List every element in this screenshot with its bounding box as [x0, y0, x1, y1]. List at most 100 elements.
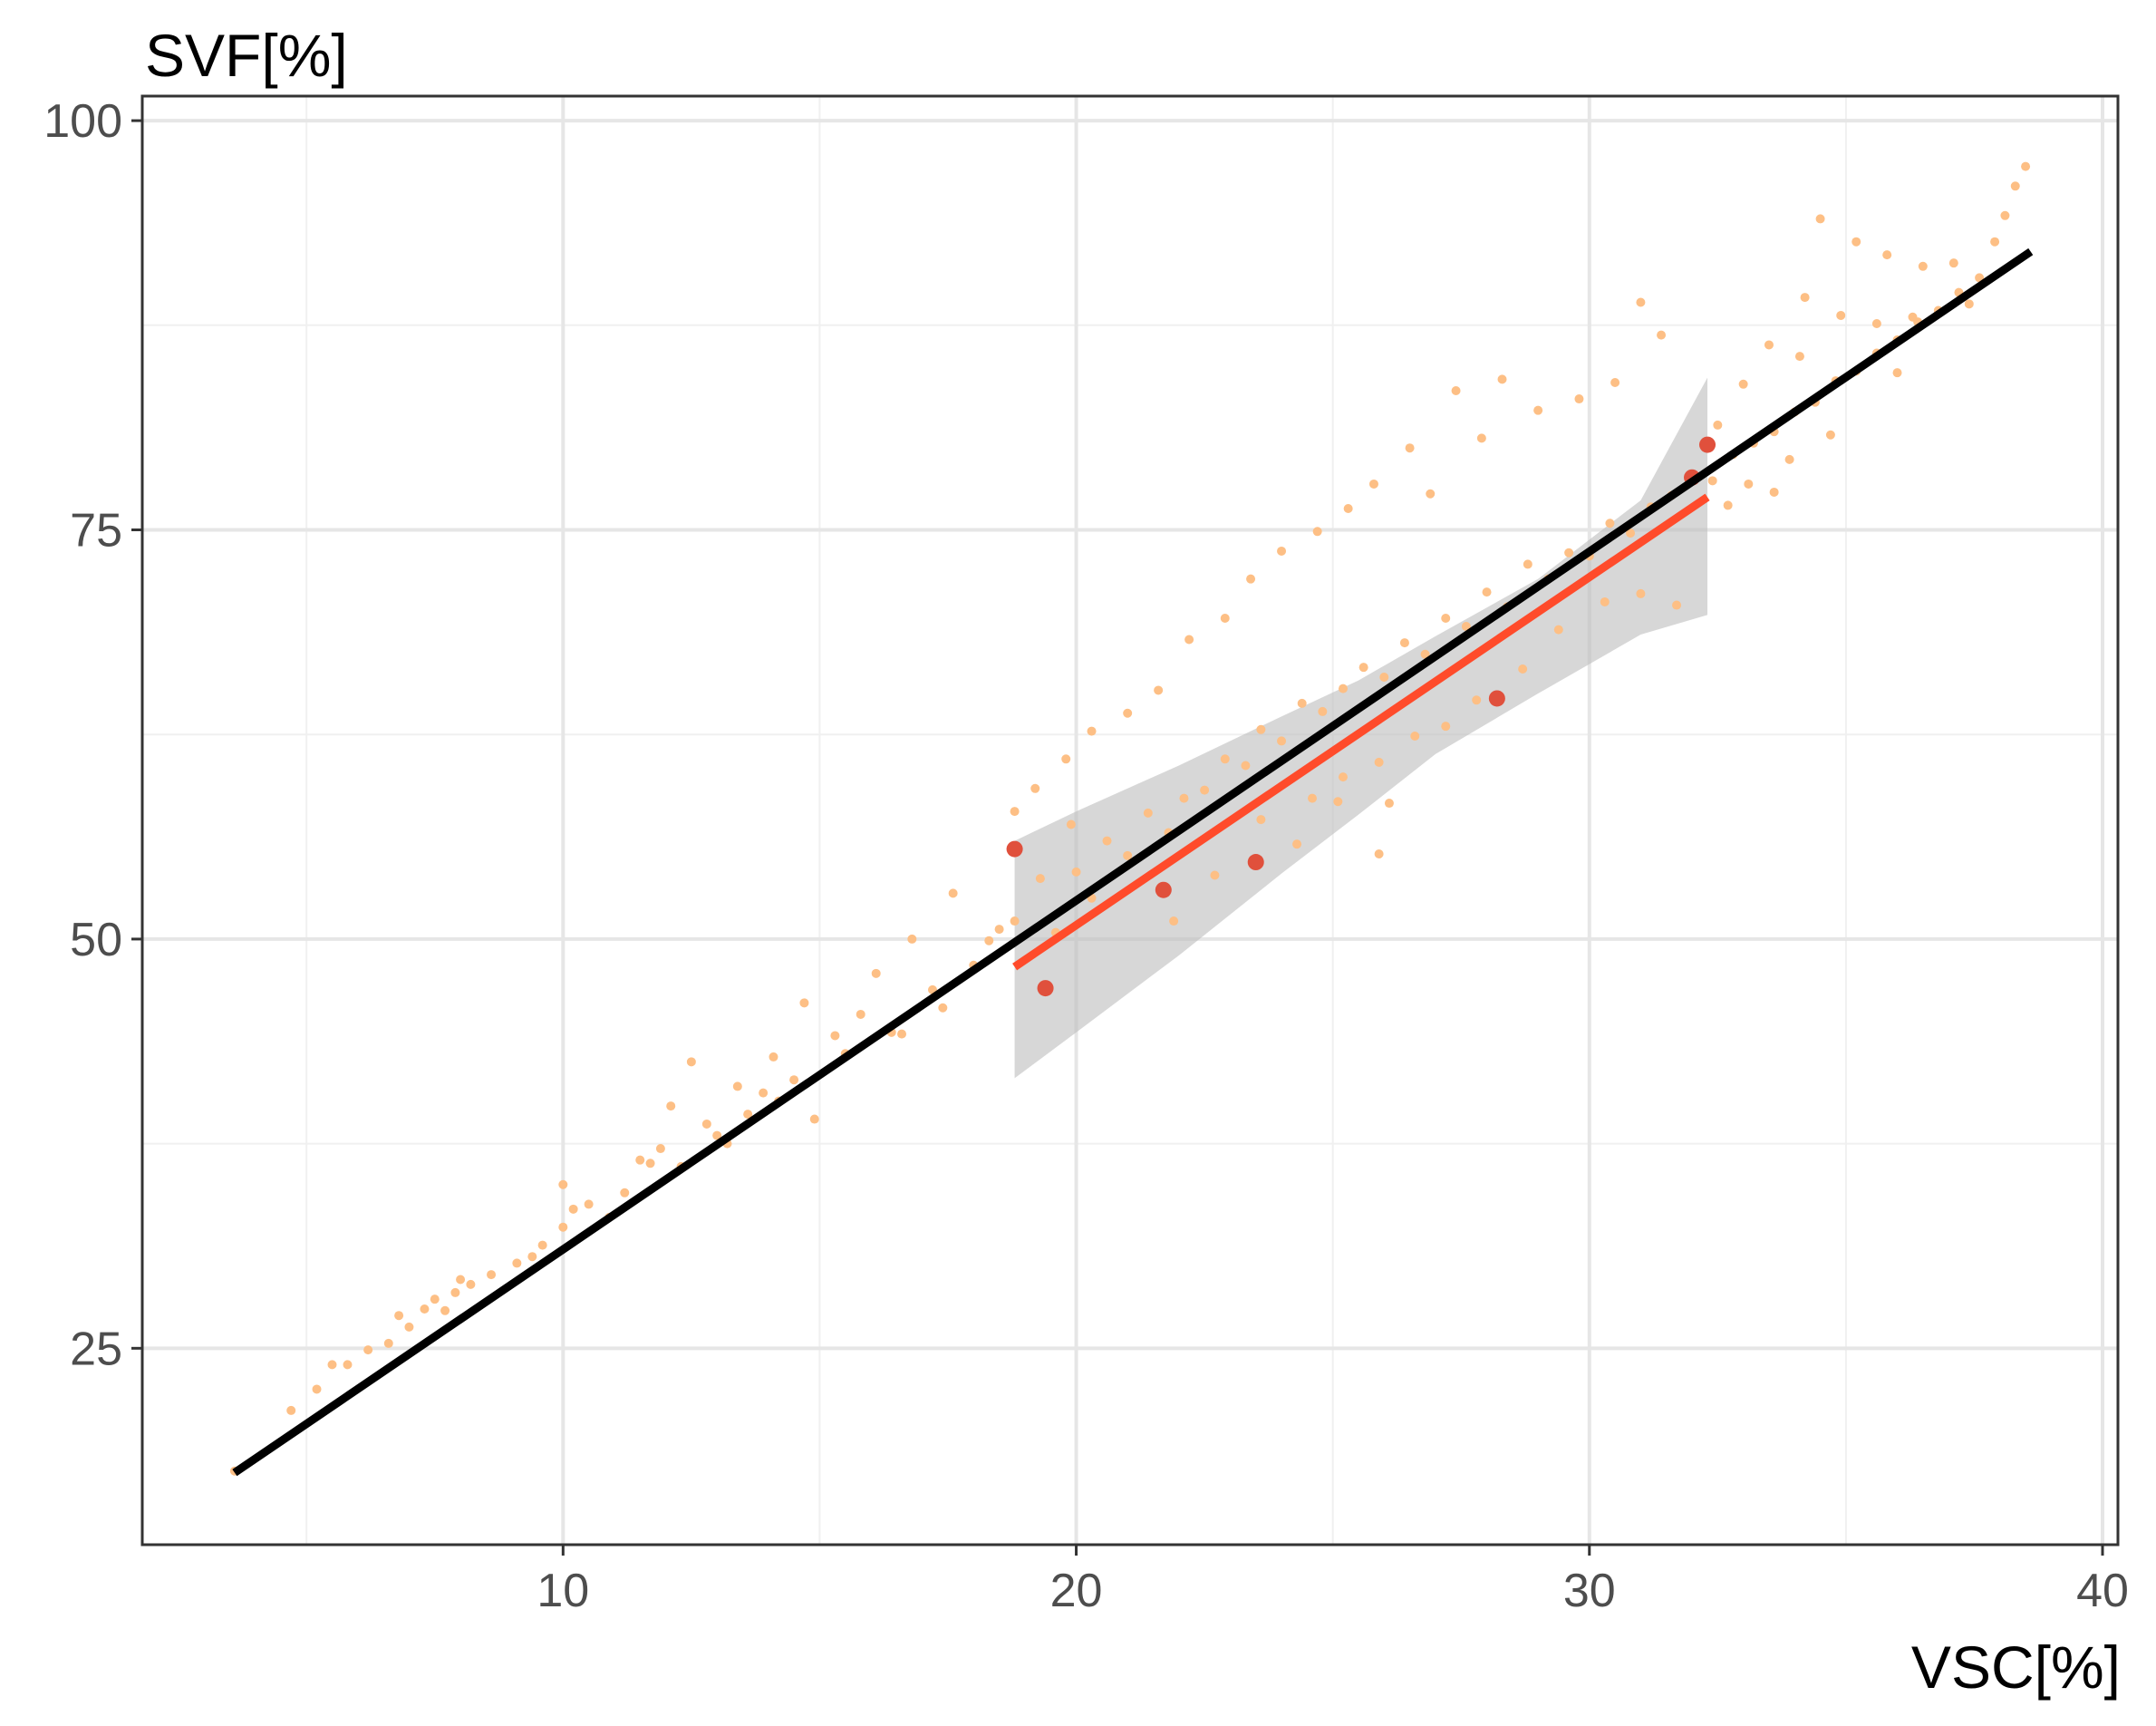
simulated-point: [327, 1360, 337, 1370]
simulated-point: [404, 1322, 414, 1332]
simulated-point: [1610, 377, 1620, 387]
simulated-point: [1871, 318, 1881, 328]
simulated-point: [799, 998, 809, 1008]
simulated-point: [1256, 815, 1266, 825]
simulated-point: [1605, 519, 1615, 528]
simulated-point: [1010, 916, 1020, 926]
simulated-point: [686, 1057, 696, 1067]
simulated-point: [512, 1258, 522, 1268]
simulated-point: [809, 1114, 819, 1124]
simulated-point: [1220, 614, 1230, 624]
simulated-point: [1297, 698, 1307, 708]
simulated-point: [1948, 258, 1958, 268]
simulated-point: [620, 1188, 630, 1198]
simulated-point: [1990, 237, 2000, 247]
simulated-point: [1312, 527, 1322, 537]
simulated-point: [1061, 754, 1071, 764]
simulated-point: [1169, 916, 1179, 926]
simulated-point: [1179, 793, 1189, 803]
simulated-point: [1384, 799, 1394, 809]
simulated-point: [2010, 181, 2020, 191]
simulated-point: [1420, 649, 1430, 659]
simulated-point: [1472, 695, 1482, 705]
simulated-point: [2021, 161, 2031, 171]
simulated-point: [759, 1088, 769, 1098]
overall-fit-line: [232, 247, 2034, 1477]
simulated-point: [1035, 874, 1045, 884]
simulated-point: [1030, 783, 1040, 793]
simulated-point: [655, 1144, 665, 1154]
measured-point: [1155, 881, 1172, 898]
grid-lines: [142, 96, 2118, 1545]
simulated-point: [1851, 237, 1861, 247]
measured-fit-line: [1012, 493, 1710, 971]
simulated-point: [856, 1009, 865, 1019]
simulated-point: [1764, 340, 1774, 350]
x-axis-title: VSC[%]: [1911, 1634, 2121, 1701]
simulated-point: [286, 1405, 296, 1415]
simulated-point: [1292, 839, 1302, 849]
simulated-point: [1368, 479, 1378, 489]
simulated-point: [537, 1240, 547, 1250]
measured-point: [1037, 980, 1054, 997]
simulated-point: [1374, 757, 1384, 767]
simulated-point: [1123, 850, 1133, 860]
simulated-point: [666, 1101, 676, 1111]
simulated-point: [1200, 785, 1210, 795]
simulated-point: [1908, 312, 1918, 322]
axis-ticks: 10 20 30 40 25 50 75 100: [44, 95, 2129, 1617]
simulated-point: [383, 1338, 393, 1348]
simulated-point: [1815, 214, 1825, 224]
simulated-point: [830, 1031, 840, 1041]
simulated-point: [994, 925, 1004, 935]
simulated-point: [1574, 394, 1584, 404]
simulated-point: [343, 1360, 353, 1370]
simulated-point: [743, 1110, 753, 1120]
y-tick-label: 100: [44, 95, 122, 148]
simulated-point: [769, 1052, 778, 1062]
simulated-point: [1707, 476, 1717, 486]
simulated-point: [1713, 420, 1723, 430]
simulated-point: [789, 1075, 799, 1085]
simulated-point: [1379, 673, 1389, 683]
simulated-point: [1277, 736, 1287, 746]
scatter-points-layer: [229, 161, 2031, 1476]
measured-point: [1247, 854, 1264, 871]
simulated-point: [558, 1179, 568, 1189]
x-tick-label: 20: [1050, 1565, 1103, 1617]
simulated-point: [635, 1155, 645, 1165]
simulated-point: [1964, 299, 1974, 309]
simulated-point: [732, 1081, 742, 1091]
simulated-point: [1441, 722, 1451, 732]
simulated-point: [701, 1119, 711, 1129]
simulated-point: [1154, 685, 1164, 695]
simulated-point: [584, 1199, 594, 1209]
simulated-point: [1918, 261, 1928, 271]
simulated-point: [1220, 754, 1230, 764]
simulated-point: [1794, 352, 1804, 362]
simulated-point: [568, 1204, 578, 1214]
x-tick-label: 40: [2076, 1565, 2129, 1617]
simulated-point: [1338, 772, 1348, 782]
x-tick-label: 10: [537, 1565, 589, 1617]
simulated-point: [1553, 625, 1563, 635]
simulated-point: [1102, 836, 1112, 846]
simulated-point: [1123, 708, 1133, 718]
y-tick-label: 75: [70, 504, 122, 557]
simulated-point: [1626, 528, 1636, 538]
y-tick-label: 50: [70, 914, 122, 966]
simulated-point: [1892, 368, 1902, 378]
simulated-point: [1374, 849, 1384, 859]
simulated-point: [1784, 454, 1794, 464]
simulated-point: [1564, 548, 1574, 558]
simulated-point: [1738, 379, 1748, 389]
simulated-point: [1441, 614, 1451, 624]
simulated-point: [1636, 588, 1646, 598]
simulated-point: [948, 888, 958, 898]
y-tick-label: 25: [70, 1323, 122, 1375]
simulated-point: [1476, 433, 1486, 443]
simulated-point: [1333, 797, 1343, 807]
simulated-point: [1533, 405, 1543, 415]
